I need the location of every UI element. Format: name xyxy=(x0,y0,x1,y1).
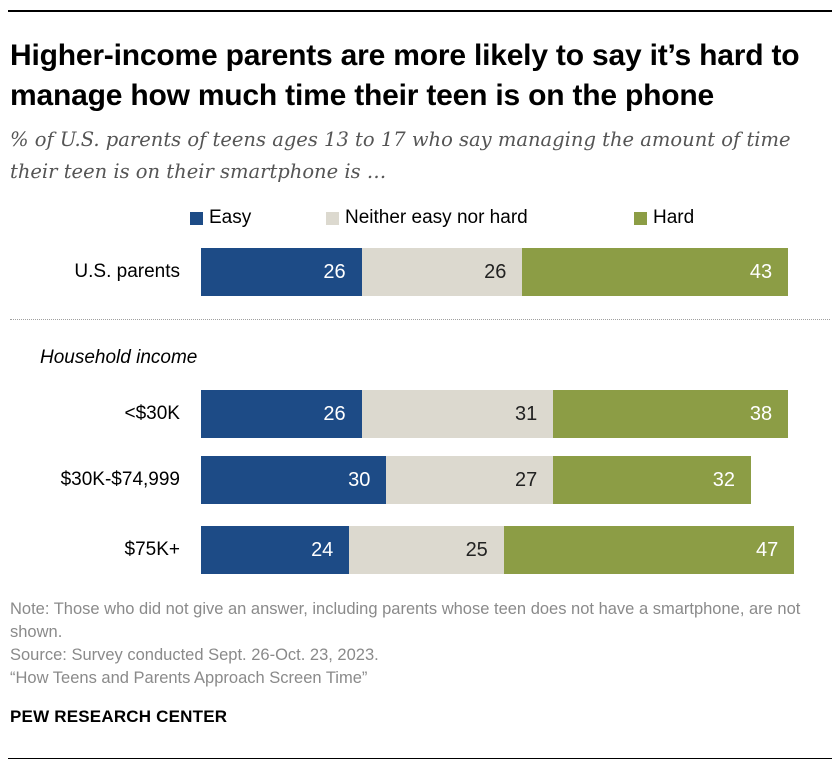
row-label: <$30K xyxy=(124,403,180,424)
bar-segment-easy: 26 xyxy=(201,390,362,438)
row-label: $75K+ xyxy=(124,539,180,560)
bar-segment-hard: 43 xyxy=(522,248,789,296)
legend-item-easy: Easy xyxy=(190,206,251,230)
data-label: 25 xyxy=(465,538,488,561)
bar-segment-hard: 47 xyxy=(503,526,795,574)
legend-label-easy: Easy xyxy=(209,207,252,228)
bar-segment-hard: 32 xyxy=(553,456,751,504)
legend-item-hard: Hard xyxy=(634,206,694,230)
bar-segment-hard: 38 xyxy=(553,390,789,438)
data-label: 30 xyxy=(348,468,371,491)
report-title-text: “How Teens and Parents Approach Screen T… xyxy=(10,669,368,687)
data-label: 32 xyxy=(712,468,735,491)
chart-title: Higher-income parents are more likely to… xyxy=(10,39,800,112)
bar-segment-neither: 26 xyxy=(361,248,523,296)
data-label: 43 xyxy=(749,260,773,283)
legend-swatch-neither xyxy=(326,211,339,225)
data-label: 31 xyxy=(515,402,538,425)
bottom-rule xyxy=(8,758,832,759)
row-label: $30K-$74,999 xyxy=(60,469,180,490)
chart-subtitle: % of U.S. parents of teens ages 13 to 17… xyxy=(10,128,791,183)
data-label: 26 xyxy=(323,260,346,283)
bar-row: 30 27 32 xyxy=(201,456,751,504)
bar-segment-neither: 31 xyxy=(361,390,554,438)
data-label: 27 xyxy=(515,468,538,491)
legend-swatch-easy xyxy=(190,211,203,225)
bar-segment-easy: 24 xyxy=(201,526,350,574)
data-label: 26 xyxy=(323,402,346,425)
data-label: 38 xyxy=(749,402,773,425)
bar-row: 26 26 43 xyxy=(201,248,789,296)
row-label: U.S. parents xyxy=(74,261,180,282)
notes: Note: Those who did not give an answer, … xyxy=(10,598,830,690)
data-label: 26 xyxy=(484,260,507,283)
legend-swatch-hard xyxy=(634,211,647,225)
top-rule xyxy=(8,10,832,12)
bar-row: 26 31 38 xyxy=(201,390,789,438)
source-text: Source: Survey conducted Sept. 26-Oct. 2… xyxy=(10,646,379,664)
brand-logo-text: PEW RESEARCH CENTER xyxy=(10,707,228,726)
data-label: 24 xyxy=(311,538,334,561)
note-text: Note: Those who did not give an answer, … xyxy=(10,600,805,641)
bar-segment-easy: 26 xyxy=(201,248,362,296)
bar-segment-easy: 30 xyxy=(201,456,387,504)
legend-label-neither: Neither easy nor hard xyxy=(345,207,528,228)
legend-item-neither: Neither easy nor hard xyxy=(326,206,528,230)
section-divider xyxy=(10,319,830,320)
group-label-household-income: Household income xyxy=(40,347,198,368)
bar-row: 24 25 47 xyxy=(201,526,795,574)
bar-segment-neither: 25 xyxy=(349,526,504,574)
bar-segment-neither: 27 xyxy=(386,456,554,504)
legend-label-hard: Hard xyxy=(653,207,695,228)
data-label: 47 xyxy=(756,538,779,561)
